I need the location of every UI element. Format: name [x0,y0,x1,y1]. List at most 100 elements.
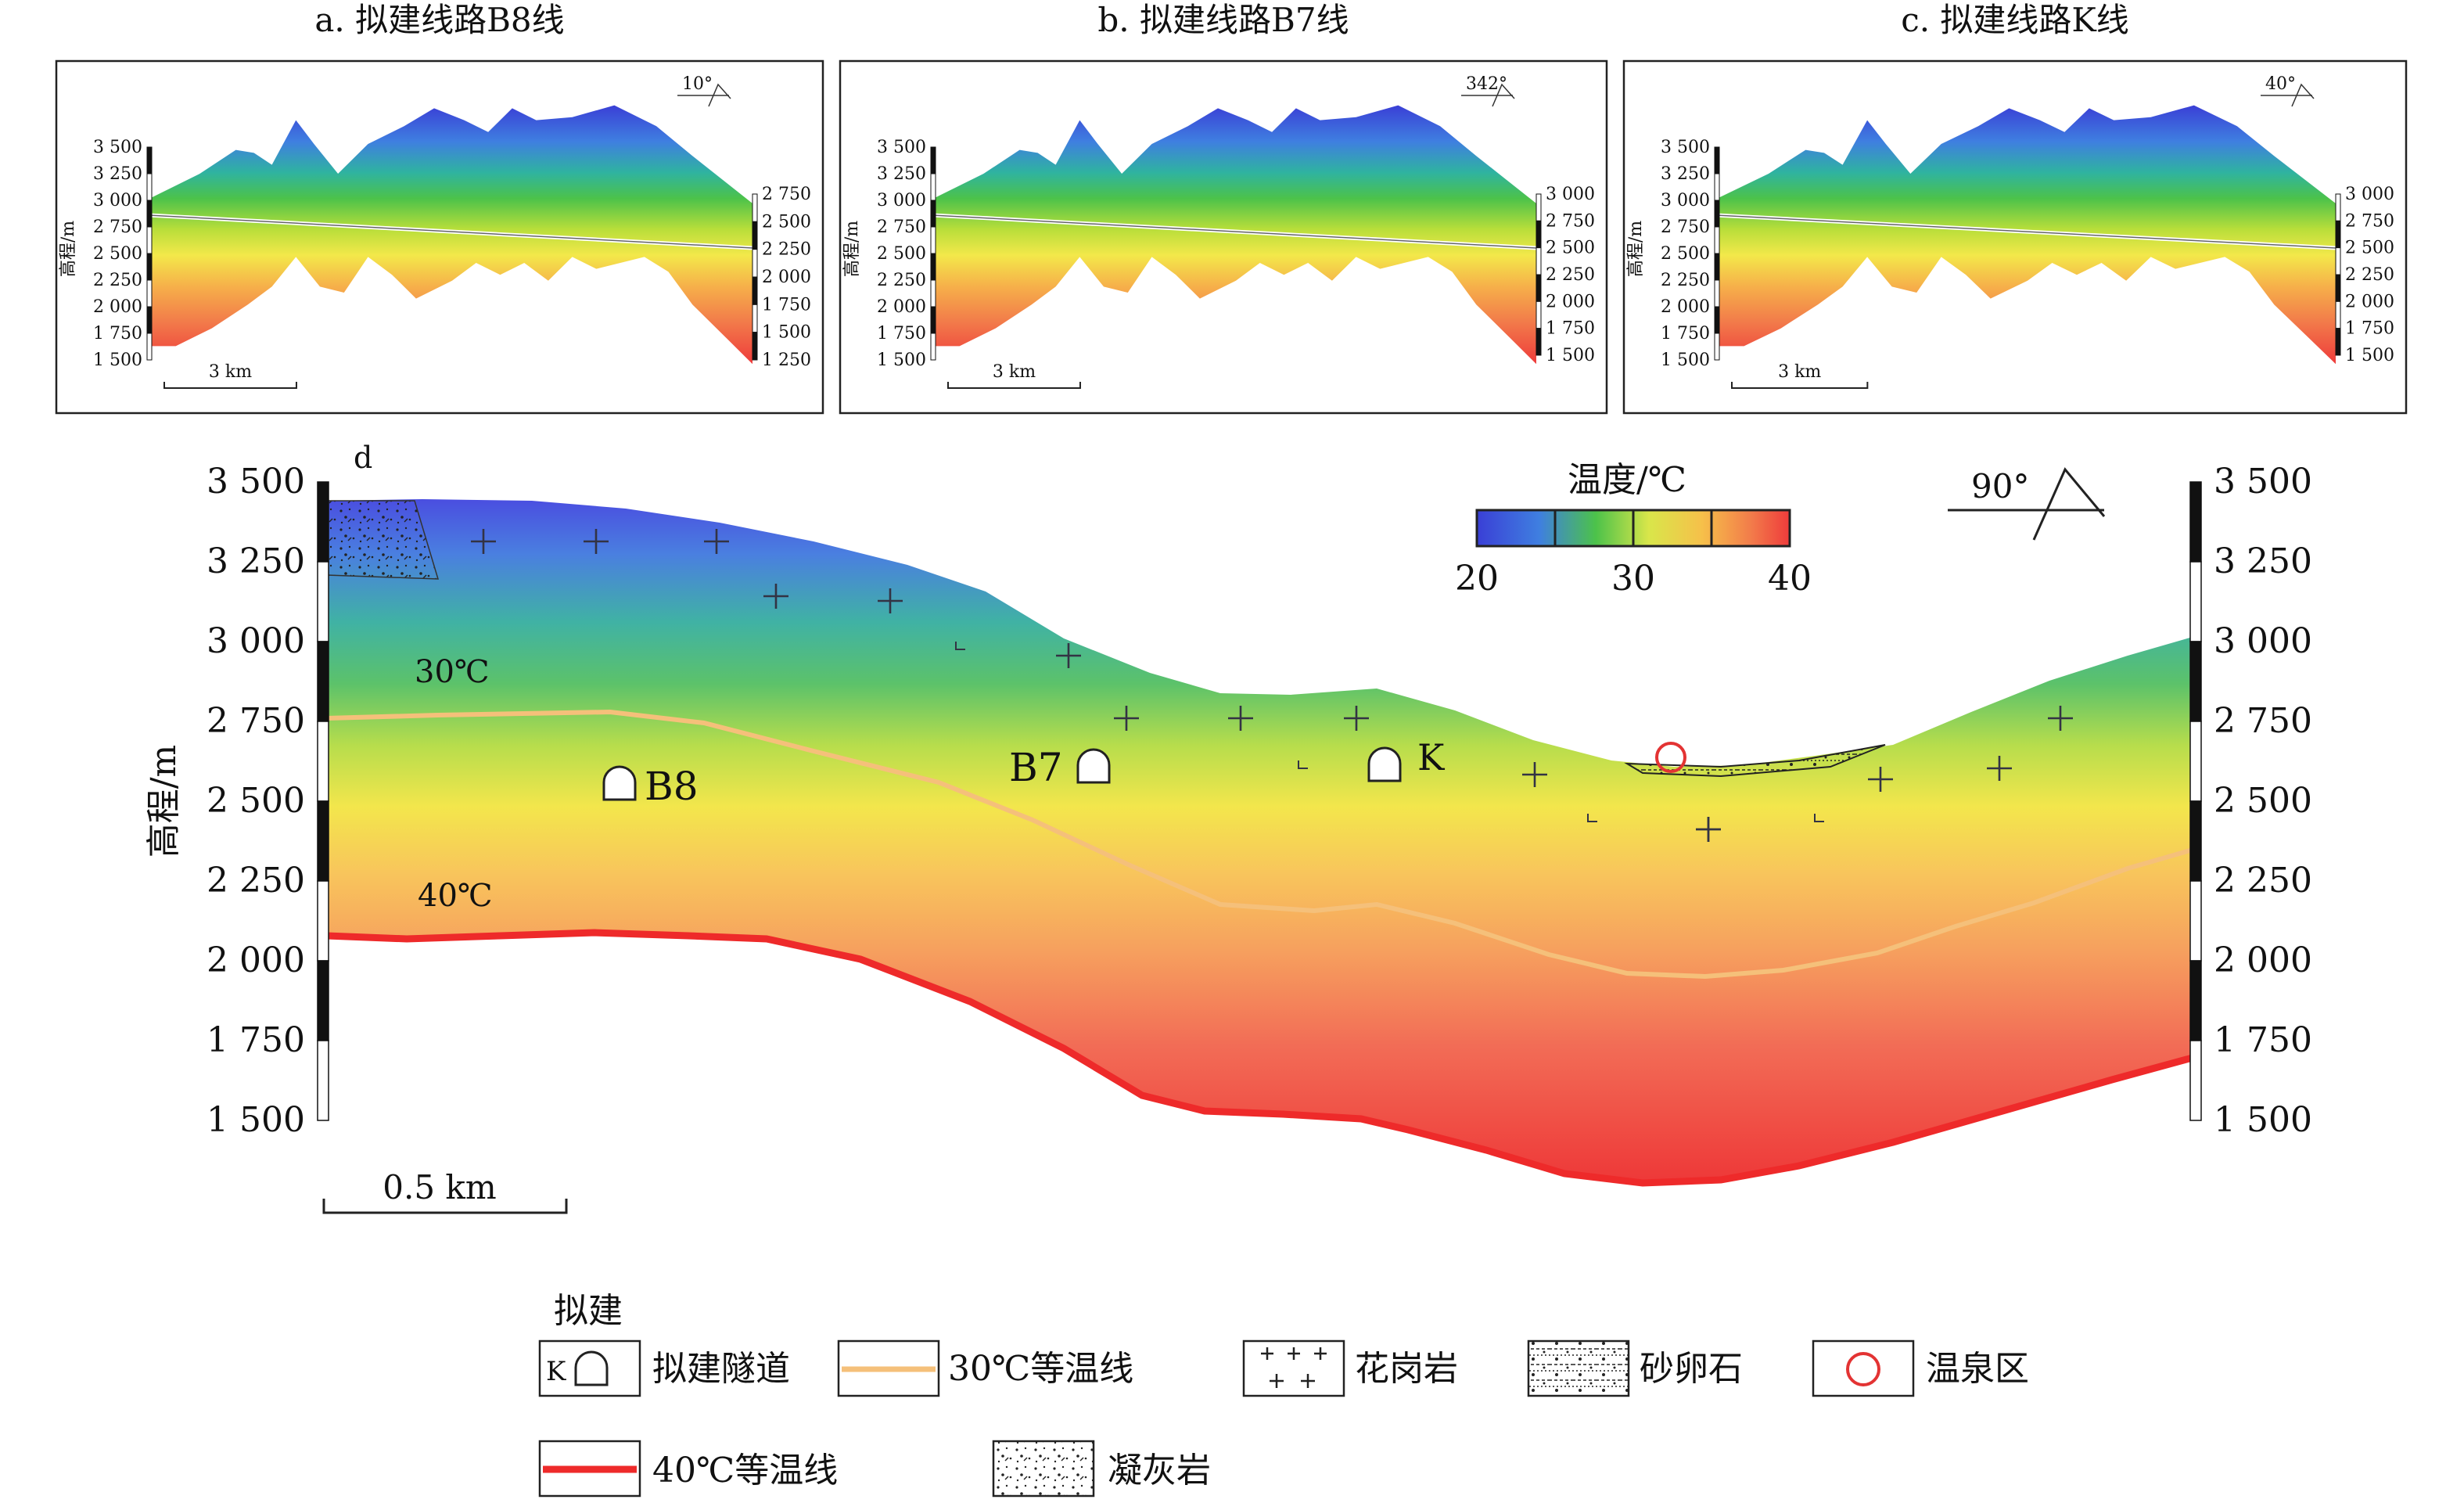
left-tick-label: 2 250 [1661,271,1710,290]
axis-segment [318,721,329,801]
axis-segment [2190,562,2201,642]
right-tick-label: 1 500 [2345,346,2394,365]
colorbar-label-20: 20 [1455,559,1499,599]
legend-iso40-label: 40℃等温线 [652,1451,838,1490]
left-tick-label: 1 500 [877,351,926,370]
panel-scale-label: 3 km [993,362,1036,382]
left-axis-tick-label: 3 500 [207,462,305,502]
orientation-value: 90° [1971,467,2029,505]
right-tick-label: 3 000 [1546,185,1595,204]
right-axis-tick-label: 3 250 [2214,541,2312,581]
left-tick-label: 3 000 [93,191,142,210]
legend-tunnel-letter: K [546,1356,566,1387]
right-tick-label: 2 000 [1546,292,1595,311]
axis-segment [318,1041,329,1120]
orientation-marker: 90° [1948,467,2104,540]
legend-gravel-box [1528,1341,1629,1396]
right-axis-tick-label: 3 500 [2214,462,2312,502]
axis-segment [318,562,329,642]
right-elevation-axis: 3 000 2 750 2 500 2 250 2 000 1 750 1 500 [2336,185,2394,365]
axis-segment [318,961,329,1041]
right-tick-label: 2 500 [762,212,811,232]
right-axis-tick-label: 1 500 [2214,1100,2312,1140]
left-tick-label: 1 750 [93,324,142,343]
left-axis-tick-label: 1 750 [207,1020,305,1060]
isotherm-30-label: 30℃ [415,654,490,690]
axis-segment [318,801,329,881]
left-tick-label: 3 250 [93,164,142,184]
legend-gravel-label: 砂卵石 [1640,1349,1743,1389]
axis-segment [2190,721,2201,801]
legend-iso30-label: 30℃等温线 [948,1349,1133,1389]
left-tick-label: 3 500 [877,138,926,157]
axis-segment [2190,801,2201,881]
right-tick-label: 2 500 [1546,239,1595,258]
left-tick-label: 1 500 [1661,351,1710,370]
left-axis-tick-label: 1 500 [207,1100,305,1140]
right-tick-label: 2 000 [762,268,811,287]
right-axis-tick-label: 2 500 [2214,781,2312,821]
left-tick-label: 1 750 [877,324,926,343]
axis-segment [2190,482,2201,562]
panel-ylabel: 高程/m [842,221,862,277]
right-tick-label: 2 750 [762,185,811,204]
left-tick-label: 3 250 [1661,164,1710,184]
right-tick-label: 2 250 [762,240,811,260]
colorbar: 温度/℃ 20 30 40 [1455,460,1812,599]
left-tick-label: 3 500 [1661,138,1710,157]
right-tick-label: 1 750 [1546,319,1595,339]
left-tick-label: 1 750 [1661,324,1710,343]
tunnel-k-label: K [1417,736,1446,778]
axis-segment [2190,881,2201,961]
right-tick-label: 2 000 [2345,292,2394,311]
right-tick-label: 1 500 [762,323,811,343]
legend-heading: 拟建 [554,1291,623,1331]
left-axis-tick-label: 3 000 [207,621,305,661]
axis-segment [2190,961,2201,1041]
panel-ylabel: 高程/m [59,221,78,277]
right-tick-label: 2 750 [2345,211,2394,231]
left-tick-label: 2 250 [877,271,926,290]
left-tick-label: 3 000 [877,191,926,210]
axis-segment [318,642,329,721]
right-tick-label: 1 500 [1546,346,1595,365]
profile-panel-a: a. 拟建线路B8线 3 500 3 250 3 000 2 750 2 500 2 250… [56,1,823,413]
right-axis-tick-label: 3 000 [2214,621,2312,661]
left-tick-label: 2 750 [877,218,926,237]
axis-segment [2190,642,2201,721]
scale-label: 0.5 km [383,1168,496,1206]
tunnel-b7: B7 [1009,745,1109,790]
panel-title: b. 拟建线路B7线 [1097,1,1349,39]
right-axis-tick-label: 2 250 [2214,861,2312,901]
profile-panel-b: b. 拟建线路B7线 3 500 3 250 3 000 2 750 2 500 2 250… [840,1,1607,413]
right-elevation-axis: 2 7502 5002 2502 0001 7501 5001 250 [752,185,811,370]
panel-orientation: 342° [1466,74,1507,94]
panel-scale-label: 3 km [1778,362,1821,382]
right-tick-label: 2 250 [2345,265,2394,285]
profile-panel-c: c. 拟建线路K线3 5003 2503 0002 7502 5002 2502… [1624,1,2406,413]
colorbar-label-40: 40 [1768,559,1812,599]
isotherm-40-label: 40℃ [418,878,493,914]
right-tick-label: 2 750 [1546,211,1595,231]
legend-hotspring-box [1813,1341,1913,1396]
left-axis-tick-label: 3 250 [207,541,305,581]
legend-tuff-label: 凝灰岩 [1108,1451,1211,1490]
temperature-field [327,499,2198,1183]
right-axis-tick-label: 2 750 [2214,701,2312,741]
right-tick-label: 1 750 [2345,319,2394,339]
legend-tuff-box [993,1441,1094,1496]
scale-bar: 0.5 km [324,1168,566,1213]
axis-segment [318,482,329,562]
main-panel-label: d [354,440,372,475]
left-tick-label: 2 000 [1661,297,1710,317]
main-ylabel: 高程/m [144,745,184,858]
left-axis-tick-label: 2 500 [207,781,305,821]
left-axis-tick-label: 2 000 [207,940,305,980]
left-tick-label: 3 500 [93,138,142,157]
right-tick-label: 2 250 [1546,265,1595,285]
left-tick-label: 2 750 [93,218,142,237]
right-tick-label: 3 000 [2345,185,2394,204]
right-tick-label: 2 500 [2345,239,2394,258]
colorbar-label-30: 30 [1611,559,1655,599]
